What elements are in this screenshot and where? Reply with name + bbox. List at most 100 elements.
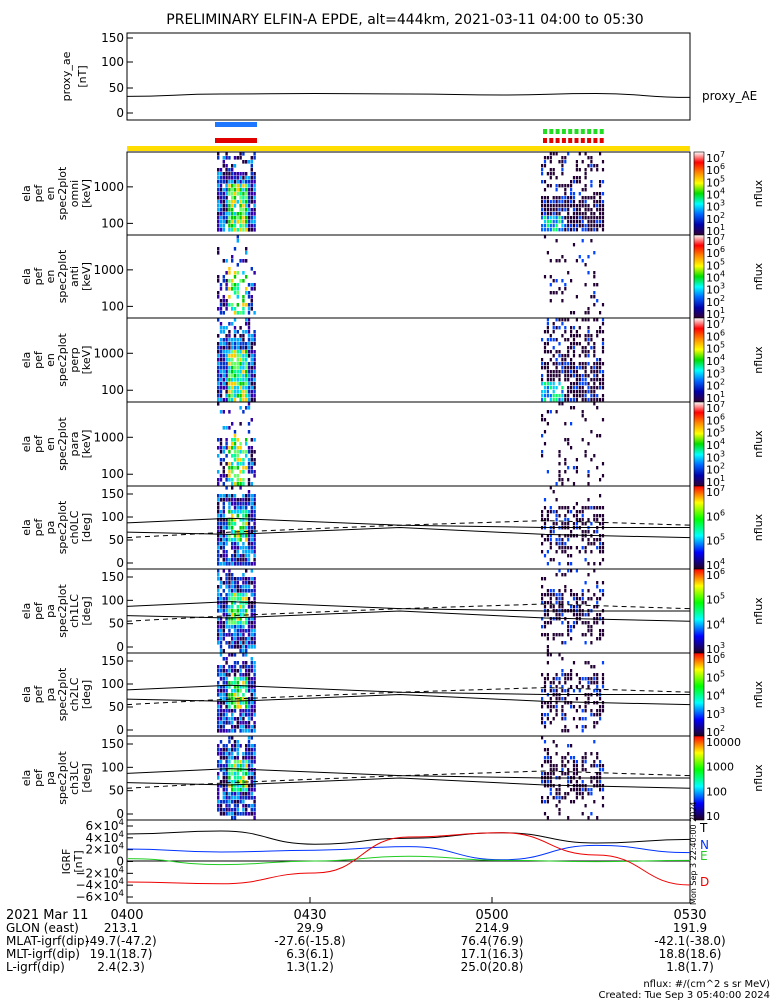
green-dot xyxy=(543,129,547,134)
ytick-label: 4×104 xyxy=(86,830,124,845)
coord-value: 6.3(6.1) xyxy=(286,947,334,961)
colorbar-tick: 104 xyxy=(706,688,725,703)
ylabel-line: pa xyxy=(44,521,57,535)
lc-line-dashed xyxy=(126,687,691,706)
colorbar-tick: 103 xyxy=(706,706,725,721)
colorbar-tick: 101 xyxy=(706,223,725,238)
colorbar-tick: 105 xyxy=(706,533,725,548)
ytick-label: 50 xyxy=(109,784,124,798)
coord-value: 191.9 xyxy=(673,921,707,935)
ytick-label: 0 xyxy=(116,807,124,821)
colorbar xyxy=(693,485,705,570)
ylabel-line: spec2plot xyxy=(56,751,69,805)
lc-line-dashed xyxy=(126,603,691,622)
ytick-label: 0 xyxy=(116,723,124,737)
series-N xyxy=(126,844,691,861)
ylabel-line: [keV] xyxy=(80,179,93,208)
ylabel-line: [deg] xyxy=(80,763,93,792)
panel-frame xyxy=(126,151,691,236)
coord-value: 2.4(2.3) xyxy=(97,960,145,974)
series-T xyxy=(126,830,691,845)
units-note: nflux: #/(cm^2 s sr MeV) xyxy=(643,979,770,990)
ylabel-line: pef xyxy=(32,768,45,787)
ylabel-line: pa xyxy=(44,604,57,618)
red-dot xyxy=(543,138,547,143)
colorbar-tick: 106 xyxy=(706,651,725,666)
colorbar-tick: 101 xyxy=(706,390,725,405)
colorbar-tick: 1000 xyxy=(706,761,734,774)
ylabel-line: pa xyxy=(44,771,57,785)
ytick-label: 0 xyxy=(116,106,124,120)
ytick-label: 100 xyxy=(101,216,124,230)
ytick-label: −6×104 xyxy=(75,889,124,904)
red-dot xyxy=(568,138,573,143)
colorbar xyxy=(693,151,705,236)
coord-row-label: MLT-igrf(dip) xyxy=(6,947,80,961)
ytick-label: 50 xyxy=(109,700,124,714)
ylabel-line: [keV] xyxy=(80,262,93,291)
ylabel-line: anti xyxy=(68,266,81,287)
colorbar-label: nflux xyxy=(752,513,765,541)
ytick-label: 150 xyxy=(101,570,124,584)
panel-ch2LC: 150 100 50 0 ela pef pa spec2plot ch2LC [deg] 106 1… xyxy=(20,651,765,739)
colorbar-tick: 103 xyxy=(706,199,725,214)
ylabel-line: ela xyxy=(20,436,33,453)
colorbar-tick: 105 xyxy=(706,669,725,684)
spectrogram-para xyxy=(217,402,605,486)
xtick-label: 0430 xyxy=(293,908,326,923)
ylabel-line: en xyxy=(44,270,57,284)
lc-line-dashed xyxy=(126,770,691,789)
ylabel-line: spec2plot xyxy=(56,249,69,303)
ytick-label: 6×104 xyxy=(86,818,124,833)
ytick-label: 1000 xyxy=(93,263,124,277)
red-dot xyxy=(580,138,585,143)
red-dot xyxy=(599,138,604,143)
red-dot xyxy=(555,138,560,143)
red-dot xyxy=(561,138,566,143)
ytick-label: 1000 xyxy=(93,346,124,360)
ytick-label: 0 xyxy=(116,640,124,654)
colorbar-tick: 107 xyxy=(706,484,725,499)
ylabel-line: ela xyxy=(20,352,33,369)
ylabel-line: ela xyxy=(20,770,33,787)
coord-value: 1.3(1.2) xyxy=(286,960,334,974)
spectrogram-ch3LC xyxy=(217,736,605,820)
ytick-label: 150 xyxy=(101,737,124,751)
date-label: 2021 Mar 11 xyxy=(6,908,88,923)
ylabel-line: perp xyxy=(68,347,81,372)
side-stamp: Mon Sep 3 22:40:00 2024 xyxy=(689,802,698,906)
colorbar-tick: 106 xyxy=(706,567,725,582)
panel-frame xyxy=(126,317,691,403)
ylabel-line: en xyxy=(44,353,57,367)
ylabel-line: spec2plot xyxy=(56,584,69,638)
colorbar-label: nflux xyxy=(752,346,765,374)
xtick-label: 0400 xyxy=(110,908,143,923)
ytick-label: 100 xyxy=(101,55,124,69)
colorbar-tick: 107 xyxy=(706,400,725,415)
ytick-label: 50 xyxy=(109,81,124,95)
colorbar-tick: 103 xyxy=(706,641,725,656)
colorbar-label: nflux xyxy=(752,179,765,207)
science-zone-bar-blue xyxy=(215,122,257,127)
ylabel-line: spec2plot xyxy=(56,500,69,554)
colorbar xyxy=(693,735,705,821)
lc-line-lower xyxy=(126,777,691,789)
ytick-label: 100 xyxy=(101,467,124,481)
ylabel-line: spec2plot xyxy=(56,166,69,220)
coord-value: -42.1(-38.0) xyxy=(654,934,725,948)
green-dot xyxy=(574,129,579,134)
coord-value: -49.7(-47.2) xyxy=(85,934,156,948)
ylabel-line: [nT] xyxy=(76,65,89,87)
colorbar-tick: 105 xyxy=(706,174,725,189)
colorbar-tick: 103 xyxy=(706,365,725,380)
coord-value: 76.4(76.9) xyxy=(461,934,524,948)
ylabel-line: ela xyxy=(20,603,33,620)
ytick-label: 2×104 xyxy=(86,842,124,857)
ytick-label: 50 xyxy=(109,533,124,547)
ytick-label: −2×104 xyxy=(75,865,124,880)
coord-value: 29.9 xyxy=(297,921,324,935)
colorbar-tick: 104 xyxy=(706,270,725,285)
